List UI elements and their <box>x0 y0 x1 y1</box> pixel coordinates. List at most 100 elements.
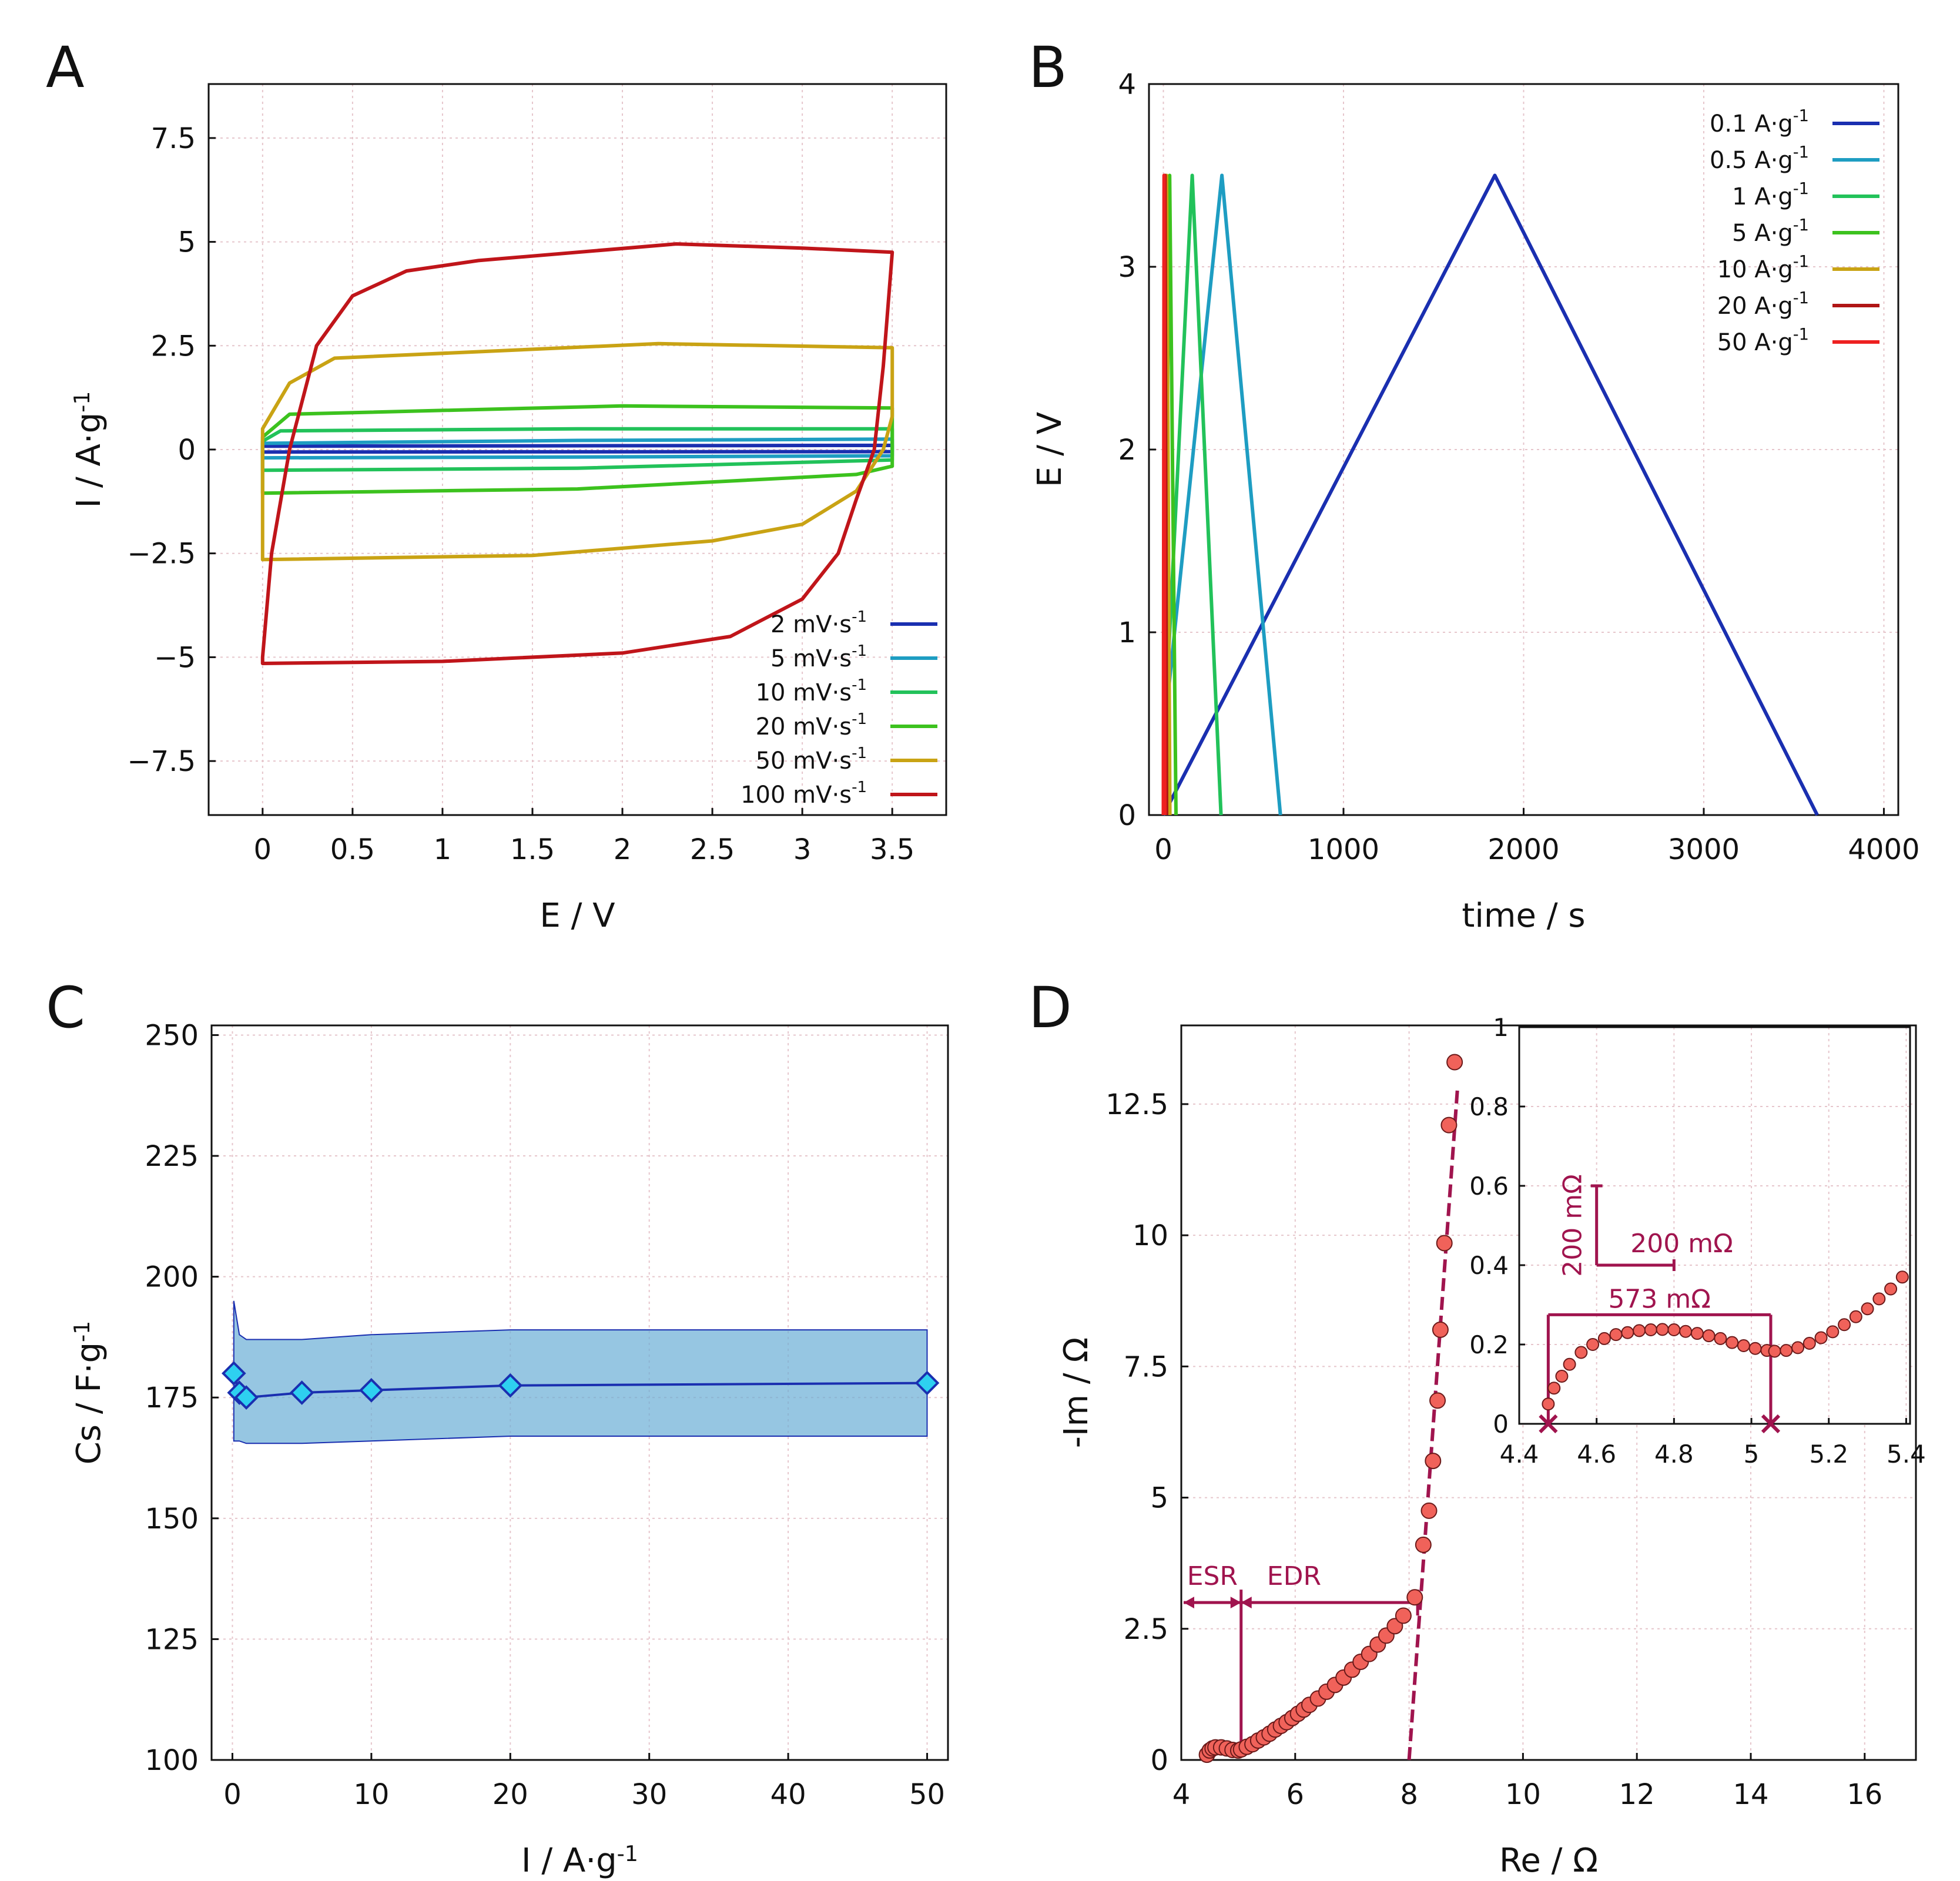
b-xtick-label-4: 4000 <box>1848 833 1919 866</box>
a-legend-label-2: 10 mV·s-1 <box>756 676 867 706</box>
c-ytick-label-3: 175 <box>145 1382 199 1414</box>
b-xtick-label-2: 2000 <box>1487 833 1559 866</box>
d-inset-point-4 <box>1574 1346 1588 1359</box>
a-ytick-label-5: −5 <box>154 641 196 674</box>
c-ytick-label-1: 125 <box>145 1623 199 1656</box>
b-legend-label-6-base: 50 A·g <box>1717 329 1793 356</box>
d-inset-point-18 <box>1737 1339 1750 1353</box>
a-legend-label-0-sup: -1 <box>852 608 867 626</box>
d-inset-point-0 <box>1542 1397 1555 1411</box>
d-ytick-label-4: 10 <box>1133 1219 1168 1252</box>
d-point-37 <box>1432 1321 1449 1338</box>
a-series-5 <box>260 242 894 665</box>
b-ytick-label-1: 1 <box>1118 616 1136 649</box>
a-ytick-label-2: 2.5 <box>151 330 196 363</box>
d-xtick-label-3: 10 <box>1505 1778 1541 1811</box>
a-ytick-label-3: 0 <box>177 434 196 467</box>
d-inset-span-label: 573 mΩ <box>1608 1284 1710 1314</box>
d-inset-point-6 <box>1597 1332 1611 1345</box>
a-legend-label-1-sup: -1 <box>852 642 867 660</box>
d-point-31 <box>1395 1607 1412 1624</box>
d-inset-scale-v-label: 200 mΩ <box>1558 1174 1588 1276</box>
d-inset-point-28 <box>1849 1310 1862 1323</box>
c-ylabel-sup: -1 <box>69 1321 95 1342</box>
d-inset-point-2 <box>1555 1370 1569 1383</box>
a-legend-label-0: 2 mV·s-1 <box>770 608 867 638</box>
d-inset-xtick-label-2: 4.8 <box>1654 1440 1694 1468</box>
a-legend-label-5-base: 100 mV·s <box>741 782 852 809</box>
d-inset-xtick-label-1: 4.6 <box>1577 1440 1616 1468</box>
b-legend-label-6: 50 A·g-1 <box>1717 326 1809 356</box>
c-point-3 <box>289 1380 314 1405</box>
a-xtick-label-2: 1 <box>434 833 452 866</box>
b-series-6 <box>1161 173 1167 816</box>
d-inset-ytick-label-0: 0 <box>1493 1410 1509 1439</box>
d-xtick-label-1: 6 <box>1286 1778 1305 1811</box>
d-inset-cross-1 <box>1761 1414 1781 1434</box>
c-xlabel: I / A·g-1 <box>521 1841 638 1880</box>
b-legend-label-1-base: 0.5 A·g <box>1710 147 1793 174</box>
a-ytick-label-0: 7.5 <box>151 122 196 155</box>
d-inset-point-24 <box>1802 1336 1816 1350</box>
panel-a-cv-chart: 0 0.5 1 1.5 2 2.5 3 3.5 7.5 5 2.5 0 −2.5 −5 −7.5 E / V I… <box>69 83 947 935</box>
a-xtick-label-1: 0.5 <box>330 833 375 866</box>
d-inset-point-19 <box>1748 1342 1762 1355</box>
d-inset-point-22 <box>1780 1344 1793 1357</box>
c-ytick-label-6: 250 <box>145 1019 199 1052</box>
b-legend-label-5-sup: -1 <box>1793 289 1809 307</box>
b-legend-label-3-sup: -1 <box>1793 216 1809 234</box>
d-plot-frame <box>1180 1024 1917 1761</box>
d-inset-ytick-label-3: 0.6 <box>1469 1172 1509 1201</box>
d-esr-arrowhead-left <box>1184 1597 1194 1609</box>
a-legend-label-2-base: 10 mV·s <box>756 679 852 706</box>
c-ytick-label-4: 200 <box>145 1261 199 1294</box>
a-xtick-label-0: 0 <box>254 833 272 866</box>
c-xtick-label-5: 50 <box>909 1778 945 1811</box>
d-point-34 <box>1420 1502 1438 1519</box>
b-series-0 <box>1161 173 1819 816</box>
c-point-0 <box>221 1361 246 1386</box>
b-legend-label-4: 10 A·g-1 <box>1717 253 1809 283</box>
d-ylabel: -Im / Ω <box>1057 1337 1095 1449</box>
d-inset-xtick-label-4: 5.2 <box>1809 1440 1848 1468</box>
d-inset-point-7 <box>1609 1328 1623 1342</box>
d-inset-point-23 <box>1791 1341 1805 1354</box>
a-xtick-label-6: 3 <box>793 833 812 866</box>
d-inset-point-5 <box>1586 1338 1600 1351</box>
c-xtick-label-4: 40 <box>770 1778 806 1811</box>
b-legend-label-5: 20 A·g-1 <box>1717 289 1809 320</box>
c-point-2 <box>234 1385 259 1410</box>
b-ytick-label-4: 4 <box>1118 68 1136 101</box>
d-xtick-label-2: 8 <box>1400 1778 1418 1811</box>
a-xtick-label-7: 3.5 <box>870 833 914 866</box>
b-xtick-label-3: 3000 <box>1668 833 1740 866</box>
d-point-35 <box>1425 1453 1442 1470</box>
b-legend-label-0-base: 0.1 A·g <box>1710 110 1793 138</box>
c-plot-frame <box>210 1024 949 1761</box>
b-legend-label-4-sup: -1 <box>1793 253 1809 271</box>
d-inset-ytick-label-2: 0.4 <box>1469 1251 1509 1280</box>
c-ylabel-base: Cs / F·g <box>70 1342 108 1464</box>
d-edr-arrowhead-left <box>1241 1597 1252 1609</box>
a-legend-label-3-base: 20 mV·s <box>756 713 852 740</box>
d-inset-point-13 <box>1679 1325 1693 1338</box>
c-xtick-label-3: 30 <box>631 1778 667 1811</box>
panel-letter-b: B <box>1028 35 1067 100</box>
d-inset-xtick-label-0: 4.4 <box>1500 1440 1539 1468</box>
a-xtick-label-4: 2 <box>614 833 632 866</box>
a-series-4 <box>260 341 894 562</box>
panel-b-gcd-chart: 0 1000 2000 3000 4000 0 1 2 3 4 time / s E / V 0.1 A… <box>1031 68 1920 935</box>
a-series-3 <box>260 404 894 495</box>
d-inset-frame <box>1518 1026 1911 1425</box>
a-legend-label-5-sup: -1 <box>852 779 867 796</box>
d-point-36 <box>1429 1392 1446 1409</box>
a-xtick-label-5: 2.5 <box>690 833 735 866</box>
d-edr-label: EDR <box>1267 1561 1321 1591</box>
a-legend-label-1: 5 mV·s-1 <box>770 642 867 672</box>
a-ytick-label-6: −7.5 <box>127 745 196 778</box>
c-point-5 <box>498 1373 523 1398</box>
d-inset-point-10 <box>1644 1323 1657 1337</box>
a-legend-label-1-base: 5 mV·s <box>770 645 852 672</box>
d-fit-line <box>1407 1088 1459 1761</box>
